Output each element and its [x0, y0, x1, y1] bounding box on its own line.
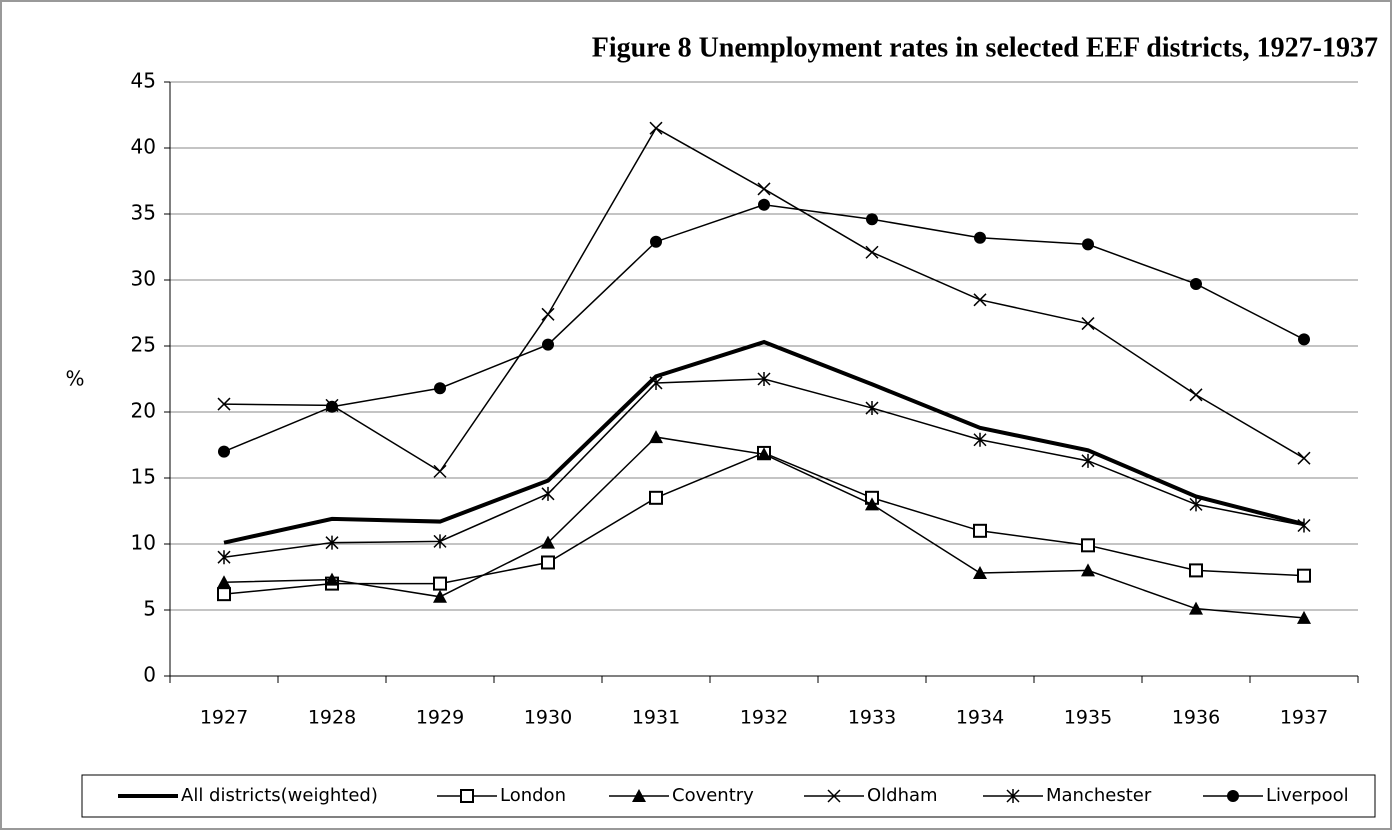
marker: [1081, 453, 1095, 468]
marker: [973, 432, 987, 447]
marker: [460, 789, 474, 803]
y-tick-label: 15: [131, 465, 156, 489]
marker: [1298, 333, 1310, 346]
x-tick-label: 1936: [1172, 707, 1220, 729]
marker: [541, 535, 555, 549]
marker: [1297, 610, 1311, 624]
legend-label: London: [500, 785, 566, 806]
marker: [217, 575, 231, 589]
marker: [866, 213, 878, 226]
marker: [973, 523, 987, 538]
marker: [218, 445, 230, 458]
marker: [757, 372, 771, 386]
y-tick-label: 25: [131, 333, 156, 357]
marker: [1189, 601, 1203, 615]
y-tick-label: 10: [131, 531, 156, 555]
marker: [649, 490, 663, 505]
marker: [1081, 317, 1095, 331]
marker: [541, 486, 555, 501]
marker: [1189, 388, 1203, 402]
x-tick-label: 1930: [524, 707, 572, 729]
x-tick-label: 1934: [956, 707, 1004, 729]
legend-label: Oldham: [867, 785, 938, 806]
marker: [827, 789, 841, 803]
marker: [650, 235, 662, 248]
marker: [217, 550, 231, 565]
y-axis-label: %: [65, 367, 84, 391]
legend-label: Manchester: [1046, 785, 1152, 806]
x-tick-label: 1931: [632, 707, 680, 729]
y-tick-label: 0: [143, 663, 156, 687]
marker: [649, 375, 663, 390]
marker: [1297, 568, 1311, 583]
y-tick-label: 20: [131, 399, 156, 423]
marker: [325, 535, 339, 550]
marker: [1081, 538, 1095, 553]
x-tick-label: 1935: [1064, 707, 1112, 729]
x-tick-label: 1928: [308, 707, 356, 729]
chart-title: Figure 8 Unemployment rates in selected …: [592, 32, 1378, 63]
marker: [973, 293, 987, 307]
y-tick-label: 45: [131, 69, 156, 93]
marker: [1081, 563, 1095, 577]
marker: [433, 534, 447, 549]
marker: [1189, 497, 1203, 512]
y-tick-label: 30: [131, 267, 156, 291]
marker: [758, 198, 770, 211]
y-tick-label: 5: [143, 597, 156, 621]
marker: [326, 400, 338, 413]
legend-label: Liverpool: [1266, 785, 1349, 806]
legend-label: All districts(weighted): [181, 785, 378, 806]
marker: [1190, 277, 1202, 290]
x-tick-label: 1937: [1280, 707, 1328, 729]
marker: [1227, 790, 1239, 802]
marker: [433, 589, 447, 603]
marker: [1189, 563, 1203, 578]
marker: [974, 231, 986, 244]
marker: [649, 121, 663, 135]
marker: [1006, 789, 1020, 803]
marker: [542, 338, 554, 351]
marker: [1082, 238, 1094, 251]
marker: [541, 307, 555, 321]
marker: [757, 447, 771, 461]
marker: [434, 382, 446, 395]
legend-box: [81, 774, 1376, 818]
marker: [433, 576, 447, 591]
x-tick-label: 1927: [200, 707, 248, 729]
series-line: [223, 339, 1305, 545]
marker: [649, 430, 663, 444]
marker: [433, 464, 447, 478]
x-tick-label: 1933: [848, 707, 896, 729]
marker: [541, 555, 555, 570]
marker: [217, 397, 231, 411]
marker: [217, 587, 231, 602]
marker: [632, 789, 646, 802]
x-tick-label: 1929: [416, 707, 464, 729]
marker: [865, 497, 879, 511]
y-tick-label: 35: [131, 201, 156, 225]
marker: [973, 566, 987, 580]
marker: [865, 401, 879, 416]
marker: [757, 182, 771, 196]
y-tick-label: 40: [131, 135, 156, 159]
x-tick-label: 1932: [740, 707, 788, 729]
marker: [1297, 451, 1311, 465]
marker: [865, 245, 879, 259]
legend-label: Coventry: [672, 785, 754, 806]
marker: [325, 572, 339, 586]
marker: [1297, 518, 1311, 533]
